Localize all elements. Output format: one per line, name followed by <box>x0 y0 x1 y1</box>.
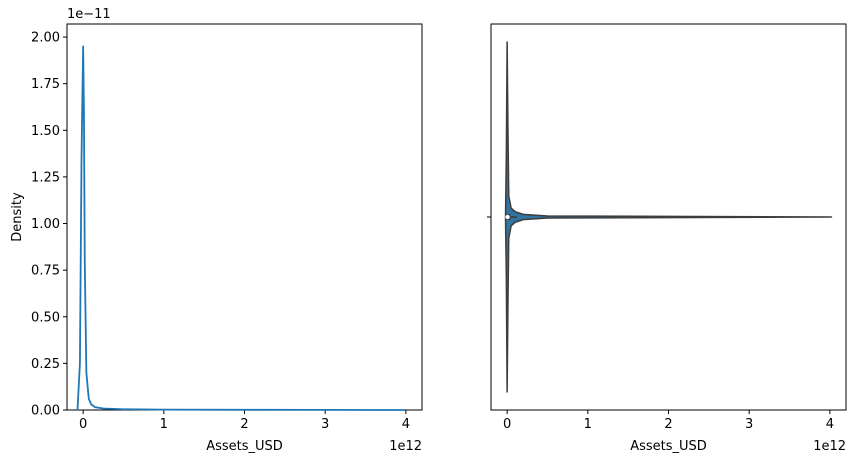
violin-x-tick-label: 0 <box>503 417 511 432</box>
kde-y-tick-label: 0.00 <box>31 404 60 419</box>
kde-y-tick-label: 1.75 <box>31 77 60 92</box>
violin-x-tick-label: 2 <box>664 417 672 432</box>
kde-x-ticks: 0 1 2 3 4 <box>79 410 410 432</box>
violin-panel: 0 1 2 3 4 Assets_USD 1e12 <box>487 23 847 454</box>
violin-x-offset-label: 1e12 <box>813 439 846 454</box>
kde-y-tick-label: 2.00 <box>31 31 60 46</box>
kde-density-line <box>76 45 406 411</box>
kde-x-offset-label: 1e12 <box>389 439 422 454</box>
violin-x-tick-label: 4 <box>826 417 834 432</box>
kde-x-tick-label: 3 <box>321 417 329 432</box>
kde-y-tick-label: 1.25 <box>31 170 60 185</box>
kde-x-tick-label: 1 <box>160 417 168 432</box>
kde-panel: 0 1 2 3 4 0.00 0.25 0.50 0.75 1.00 1.25 1.50 1.75 2.… <box>10 7 423 454</box>
kde-y-ticks: 0.00 0.25 0.50 0.75 1.00 1.25 1.50 1.75 2.00 <box>31 31 67 419</box>
violin-body <box>504 41 833 393</box>
violin-x-tick-label: 1 <box>584 417 592 432</box>
kde-x-tick-label: 4 <box>402 417 410 432</box>
kde-y-tick-label: 1.50 <box>31 124 60 139</box>
kde-x-axis-label: Assets_USD <box>206 439 283 454</box>
kde-axes-frame <box>66 23 423 411</box>
kde-x-tick-label: 0 <box>79 417 87 432</box>
kde-y-offset-label: 1e−11 <box>67 7 111 22</box>
kde-y-tick-label: 0.75 <box>31 264 60 279</box>
violin-x-axis-label: Assets_USD <box>630 439 707 454</box>
violin-median-point <box>505 214 510 220</box>
kde-y-tick-label: 1.00 <box>31 217 60 232</box>
kde-y-axis-label: Density <box>10 192 25 242</box>
violin-x-ticks: 0 1 2 3 4 <box>503 410 834 432</box>
kde-x-tick-label: 2 <box>240 417 248 432</box>
kde-y-tick-label: 0.50 <box>31 310 60 325</box>
violin-x-tick-label: 3 <box>745 417 753 432</box>
kde-y-tick-label: 0.25 <box>31 357 60 372</box>
